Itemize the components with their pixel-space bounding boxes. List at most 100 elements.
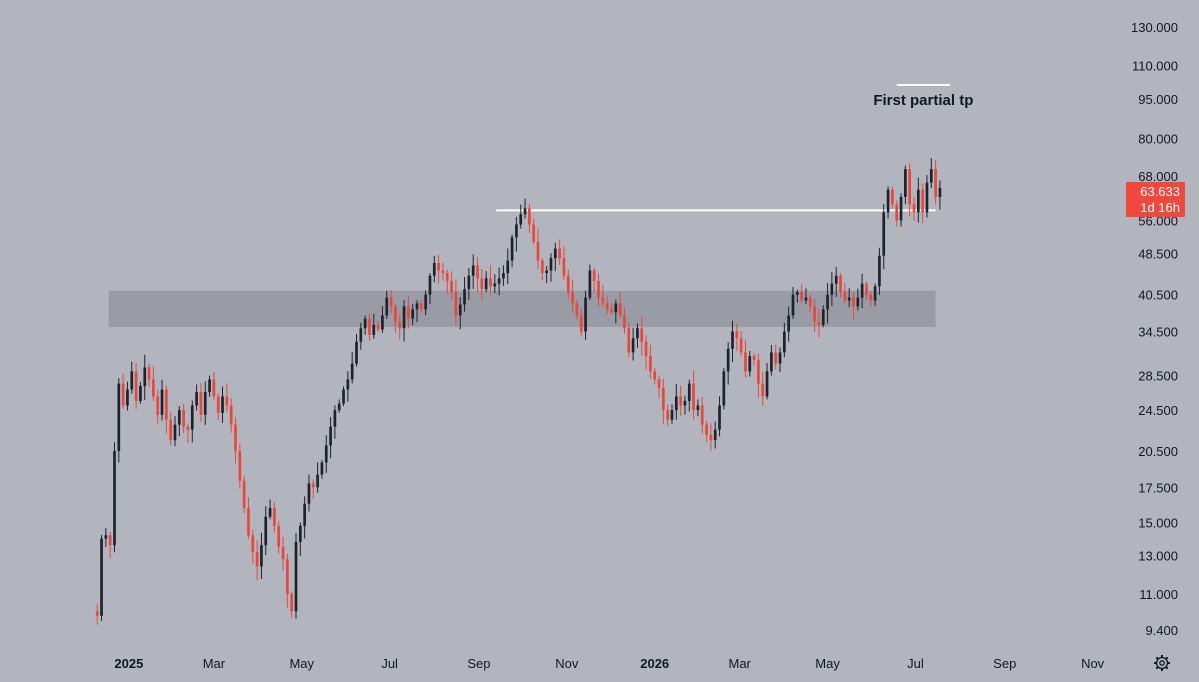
candle[interactable] xyxy=(778,347,782,373)
candle[interactable] xyxy=(333,405,337,439)
candle[interactable] xyxy=(169,412,173,446)
candle[interactable] xyxy=(718,396,721,437)
candle[interactable] xyxy=(225,383,229,412)
candle[interactable] xyxy=(428,273,432,305)
candle[interactable] xyxy=(657,375,661,399)
candle[interactable] xyxy=(808,294,812,313)
candle[interactable] xyxy=(121,373,125,409)
candle[interactable] xyxy=(515,216,518,252)
candle[interactable] xyxy=(787,306,791,342)
candle[interactable] xyxy=(674,383,678,420)
candle[interactable] xyxy=(407,296,410,329)
candle[interactable] xyxy=(450,271,453,301)
candle[interactable] xyxy=(938,180,942,210)
candle[interactable] xyxy=(735,324,739,351)
candle[interactable] xyxy=(385,290,389,320)
candle[interactable] xyxy=(394,303,397,334)
candle[interactable] xyxy=(363,315,367,335)
candle[interactable] xyxy=(221,386,224,423)
candle[interactable] xyxy=(372,313,376,339)
candle[interactable] xyxy=(929,158,933,188)
candle[interactable] xyxy=(610,302,613,316)
candle[interactable] xyxy=(260,532,263,579)
candle[interactable] xyxy=(713,421,717,449)
candle[interactable] xyxy=(804,288,808,304)
candle[interactable] xyxy=(579,307,583,337)
candle[interactable] xyxy=(843,282,847,304)
candle[interactable] xyxy=(860,273,864,309)
candle[interactable] xyxy=(255,540,259,581)
candle[interactable] xyxy=(821,305,825,328)
candle[interactable] xyxy=(813,299,816,332)
candle[interactable] xyxy=(493,274,497,294)
candle[interactable] xyxy=(873,283,877,306)
candle[interactable] xyxy=(208,375,211,398)
candle[interactable] xyxy=(545,266,548,284)
candle[interactable] xyxy=(268,499,272,520)
candle[interactable] xyxy=(389,289,393,314)
candle[interactable] xyxy=(752,353,756,367)
candle[interactable] xyxy=(402,300,406,342)
candle[interactable] xyxy=(342,386,345,407)
candle[interactable] xyxy=(731,320,734,363)
candle[interactable] xyxy=(424,290,427,316)
candle[interactable] xyxy=(653,368,657,385)
candle[interactable] xyxy=(847,288,851,308)
support-zone[interactable] xyxy=(108,290,936,327)
candle[interactable] xyxy=(592,267,596,293)
candle[interactable] xyxy=(566,269,570,300)
candle[interactable] xyxy=(117,378,121,463)
candle[interactable] xyxy=(152,366,155,401)
candle[interactable] xyxy=(649,344,652,379)
candle[interactable] xyxy=(484,271,488,293)
candle[interactable] xyxy=(298,522,302,556)
candle[interactable] xyxy=(134,362,138,409)
candle[interactable] xyxy=(640,316,644,356)
candle[interactable] xyxy=(549,253,553,282)
candle[interactable] xyxy=(636,323,639,348)
candle[interactable] xyxy=(458,297,462,330)
candle[interactable] xyxy=(437,254,440,284)
candle[interactable] xyxy=(683,395,687,415)
candle[interactable] xyxy=(623,307,626,334)
candle[interactable] xyxy=(584,290,587,340)
candle[interactable] xyxy=(186,423,190,443)
candle[interactable] xyxy=(160,379,164,421)
candle[interactable] xyxy=(839,273,842,298)
candle[interactable] xyxy=(519,204,523,229)
candle[interactable] xyxy=(627,322,631,358)
candle[interactable] xyxy=(480,268,484,302)
candle[interactable] xyxy=(739,331,743,356)
candle[interactable] xyxy=(238,443,242,489)
candle[interactable] xyxy=(644,335,648,370)
candle[interactable] xyxy=(662,378,665,424)
candle[interactable] xyxy=(368,313,371,341)
candle[interactable] xyxy=(631,327,635,361)
candle[interactable] xyxy=(921,183,924,224)
candle[interactable] xyxy=(329,416,332,459)
candle[interactable] xyxy=(934,159,937,205)
candle[interactable] xyxy=(242,475,246,513)
candle[interactable] xyxy=(692,370,695,420)
candle[interactable] xyxy=(605,296,609,315)
candle[interactable] xyxy=(726,342,730,385)
candle[interactable] xyxy=(687,379,691,412)
gear-icon[interactable] xyxy=(1154,655,1170,671)
candle[interactable] xyxy=(502,265,505,286)
candle[interactable] xyxy=(441,262,445,281)
candle[interactable] xyxy=(337,399,341,413)
candle[interactable] xyxy=(165,385,168,434)
candle[interactable] xyxy=(800,284,803,303)
candle[interactable] xyxy=(247,497,250,540)
candle[interactable] xyxy=(757,353,760,398)
candle[interactable] xyxy=(419,300,423,313)
candle[interactable] xyxy=(177,406,181,437)
candle[interactable] xyxy=(562,246,566,281)
candle[interactable] xyxy=(454,279,458,326)
candle[interactable] xyxy=(139,381,142,404)
candle[interactable] xyxy=(467,267,471,300)
candle[interactable] xyxy=(904,165,907,205)
candle[interactable] xyxy=(528,203,531,233)
